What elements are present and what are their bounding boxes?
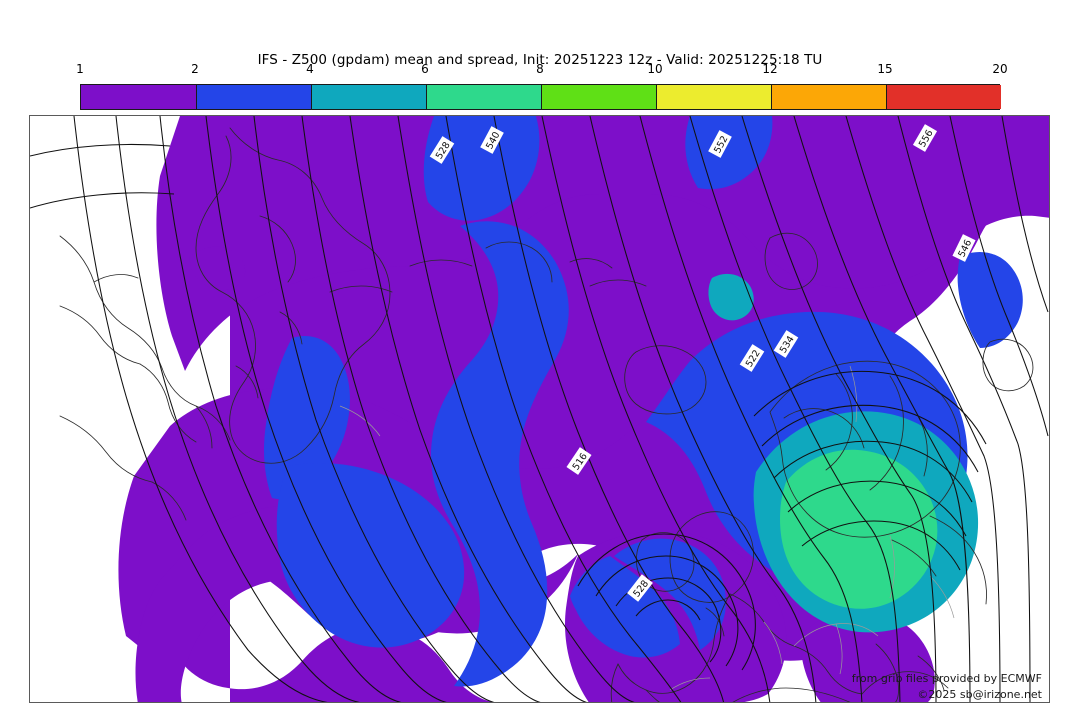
colorbar-segment-6-8[interactable] (426, 85, 541, 109)
colorbar-segment-4-6[interactable] (311, 85, 426, 109)
spread-colorbar[interactable] (80, 84, 1001, 110)
geopotential-contours (30, 116, 1049, 702)
colorbar-segment-10-12[interactable] (656, 85, 771, 109)
colorbar-tick-8: 8 (536, 62, 544, 76)
colorbar-segment-1-2[interactable] (81, 85, 196, 109)
map-canvas: 528 540 552 556 (30, 116, 1049, 702)
colorbar-tick-4: 4 (306, 62, 314, 76)
colorbar-tick-15: 15 (877, 62, 893, 76)
colorbar-segment-12-15[interactable] (771, 85, 886, 109)
page-title: IFS - Z500 (gpdam) mean and spread, Init… (257, 52, 823, 68)
colorbar-segment-8-10[interactable] (541, 85, 656, 109)
copyright-credit: ©2025 sb@irizone.net (917, 688, 1042, 701)
coastlines (59, 127, 1034, 702)
colorbar-segment-2-4[interactable] (196, 85, 311, 109)
colorbar-tick-2: 2 (191, 62, 199, 76)
country-borders (339, 365, 955, 691)
map-panel[interactable]: 528 540 552 556 (29, 115, 1050, 703)
colorbar-tick-20: 20 (992, 62, 1008, 76)
colorbar-tick-12: 12 (762, 62, 778, 76)
colorbar-segment-15-20[interactable] (886, 85, 1001, 109)
colorbar-tick-1: 1 (76, 62, 84, 76)
spread-filled-contours (118, 116, 1049, 702)
data-source-credit: from grib files provided by ECMWF (851, 672, 1042, 685)
colorbar-tick-6: 6 (421, 62, 429, 76)
colorbar-tick-10: 10 (647, 62, 663, 76)
colorbar-container: 1 2 4 6 8 10 12 15 20 (76, 62, 1008, 110)
contour-label-group: 528 540 552 556 (429, 124, 976, 602)
